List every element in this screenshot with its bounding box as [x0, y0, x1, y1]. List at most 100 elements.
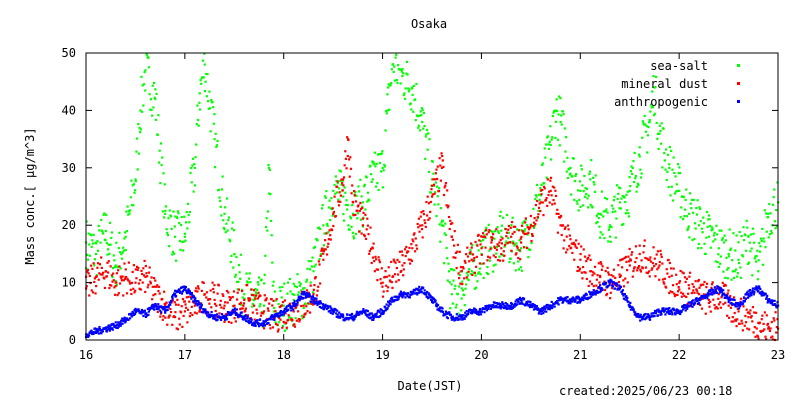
- point-fill-1-108: [152, 276, 156, 280]
- point-fill-1-666: [503, 244, 507, 247]
- point-fill-1-241: [236, 291, 239, 294]
- point-fill-2-997: [577, 296, 581, 299]
- point-fill-0-1007: [718, 229, 721, 232]
- point-fill-1-741: [551, 203, 554, 206]
- point-fill-0-237: [234, 275, 237, 278]
- point-fill-0-61: [123, 237, 126, 240]
- point-fill-2-639: [400, 294, 404, 297]
- point-fill-1-791: [582, 248, 585, 251]
- point-fill-2-409: [287, 308, 290, 311]
- point-fill-0-222: [224, 231, 227, 234]
- point-fill-0-289: [266, 210, 270, 213]
- point-fill-2-939: [549, 304, 552, 307]
- point-fill-2-520: [342, 314, 345, 317]
- point-fill-2-265: [215, 313, 219, 316]
- point-fill-2-999: [578, 301, 581, 304]
- point-fill-2-201: [184, 288, 187, 292]
- point-fill-2-1364: [759, 287, 762, 291]
- point-fill-0-298: [272, 280, 275, 283]
- point-fill-0-698: [524, 228, 527, 231]
- point-fill-1-473: [382, 290, 385, 293]
- point-fill-0-119: [159, 142, 163, 145]
- point-fill-0-284: [263, 273, 266, 276]
- legend-swatch-0: [737, 64, 740, 67]
- point-fill-0-770: [569, 172, 572, 175]
- point-fill-2-23: [96, 331, 99, 334]
- point-fill-2-1079: [618, 284, 621, 287]
- point-fill-1-168: [190, 305, 193, 309]
- point-fill-1-917: [661, 278, 665, 281]
- y-tick-label-1: 10: [62, 276, 76, 290]
- point-fill-0-514: [408, 88, 411, 91]
- point-fill-0-771: [570, 193, 573, 196]
- point-fill-0-292: [268, 168, 271, 172]
- point-fill-0-859: [625, 193, 628, 196]
- point-1-42: [490, 241, 493, 244]
- point-fill-1-855: [622, 285, 626, 288]
- point-fill-2-638: [400, 292, 403, 295]
- point-fill-2-26: [97, 332, 101, 335]
- point-fill-2-1295: [725, 296, 728, 300]
- point-fill-1-972: [696, 291, 699, 294]
- point-fill-1-415: [346, 136, 349, 139]
- point-fill-1-1062: [753, 311, 756, 314]
- point-fill-0-555: [434, 191, 437, 194]
- point-fill-0-235: [232, 229, 236, 232]
- point-fill-2-837: [498, 304, 501, 307]
- point-0-75: [767, 212, 770, 215]
- point-fill-1-833: [609, 297, 612, 300]
- point-fill-2-632: [397, 297, 400, 301]
- point-fill-0-833: [609, 235, 612, 238]
- point-fill-0-136: [170, 227, 173, 231]
- point-fill-0-425: [352, 235, 355, 238]
- point-fill-0-340: [298, 284, 302, 287]
- point-0-16: [223, 212, 226, 215]
- point-fill-0-667: [504, 242, 507, 245]
- point-fill-0-569: [442, 262, 446, 265]
- point-fill-2-613: [387, 301, 391, 304]
- point-fill-0-59: [122, 246, 125, 249]
- point-fill-0-948: [681, 195, 684, 198]
- point-fill-1-34: [106, 261, 109, 264]
- point-fill-0-220: [223, 228, 226, 231]
- point-fill-1-622: [476, 244, 479, 247]
- point-fill-1-620: [475, 265, 478, 268]
- point-fill-1-107: [152, 294, 155, 297]
- point-fill-0-450: [368, 199, 371, 202]
- point-fill-2-129: [148, 308, 151, 311]
- point-fill-0-488: [391, 63, 395, 66]
- point-fill-1-1015: [723, 283, 726, 286]
- point-fill-1-370: [317, 260, 320, 263]
- point-fill-1-505: [402, 268, 405, 271]
- point-fill-1-506: [403, 261, 406, 265]
- point-fill-2-933: [546, 306, 549, 309]
- point-fill-1-931: [670, 274, 673, 277]
- point-2-66: [737, 304, 740, 307]
- point-fill-2-73: [121, 317, 124, 320]
- point-fill-1-729: [543, 187, 546, 190]
- point-fill-1-603: [464, 261, 467, 264]
- point-fill-0-892: [646, 151, 649, 154]
- point-fill-1-525: [415, 244, 418, 247]
- point-fill-1-990: [707, 301, 710, 305]
- point-1-60: [668, 275, 671, 279]
- point-fill-0-406: [340, 183, 343, 186]
- point-fill-0-988: [706, 225, 709, 229]
- point-fill-1-481: [387, 266, 390, 269]
- point-fill-1-547: [429, 210, 432, 214]
- point-fill-1-122: [161, 318, 164, 321]
- x-tick-label-5: 21: [573, 348, 587, 362]
- point-fill-0-390: [330, 197, 333, 200]
- point-fill-0-296: [271, 261, 274, 264]
- point-fill-0-782: [576, 189, 580, 192]
- point-fill-0-430: [355, 194, 358, 197]
- point-fill-1-549: [430, 188, 433, 191]
- point-fill-1-997: [712, 298, 715, 301]
- point-fill-1-517: [410, 243, 413, 246]
- point-fill-1-8: [90, 264, 93, 267]
- point-fill-0-987: [705, 210, 709, 214]
- point-fill-0-43: [112, 267, 115, 270]
- point-fill-0-122: [161, 210, 164, 213]
- point-fill-1-155: [182, 314, 185, 318]
